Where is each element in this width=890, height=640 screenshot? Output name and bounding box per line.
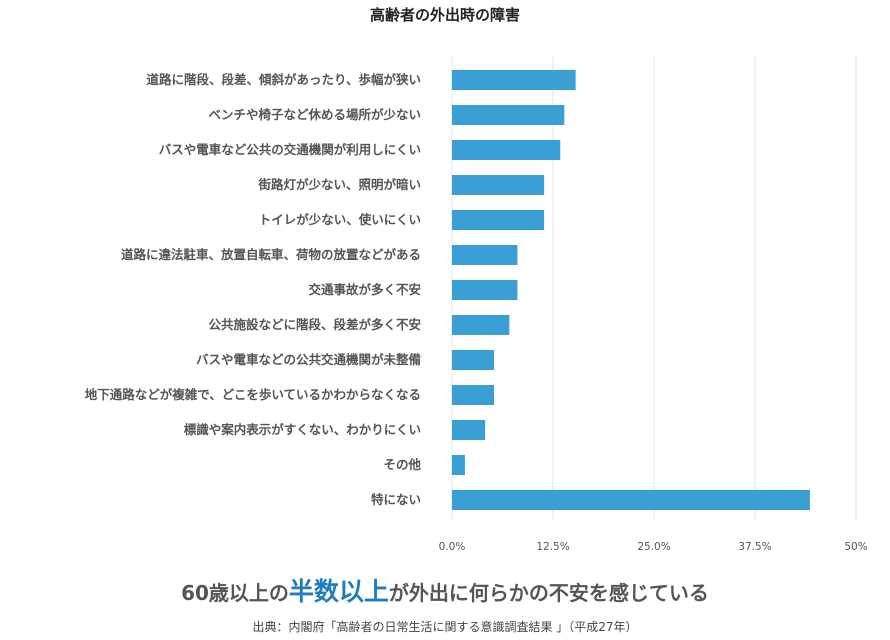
caption-highlight: 半数以上 <box>288 577 389 606</box>
bar <box>452 350 495 370</box>
x-tick-label: 50% <box>844 541 867 553</box>
x-tick-label: 0.0% <box>439 541 466 553</box>
bar <box>452 490 810 510</box>
category-label: 道路に階段、段差、傾斜があったり、歩幅が狭い <box>146 72 421 87</box>
bar <box>452 315 510 335</box>
category-label: トイレが少ない、使いにくい <box>259 212 421 227</box>
bar-chart: 高齢者の外出時の障害 道路に階段、段差、傾斜があったり、歩幅が狭いベンチや椅子な… <box>85 6 868 553</box>
bar <box>452 455 465 475</box>
caption: 60歳以上の半数以上が外出に何らかの不安を感じている <box>0 572 890 608</box>
category-label: 特にない <box>371 492 421 507</box>
category-labels: 道路に階段、段差、傾斜があったり、歩幅が狭いベンチや椅子など休める場所が少ないバ… <box>85 72 422 507</box>
chart-title: 高齢者の外出時の障害 <box>370 6 520 24</box>
bar <box>452 105 565 125</box>
category-label: バスや電車などの公共交通機関が未整備 <box>196 352 422 367</box>
caption-suffix: が外出に何らかの不安を感じている <box>388 581 709 605</box>
source-note: 出典：内閣府「高齢者の日常生活に関する意識調査結果 」（平成27年） <box>252 620 638 634</box>
x-tick-label: 37.5% <box>738 541 771 553</box>
bar <box>452 280 518 300</box>
gridlines <box>451 55 857 520</box>
category-label: 地下通路などが複雑で、どこを歩いているかわからなくなる <box>85 387 421 402</box>
category-label: ベンチや椅子など休める場所が少ない <box>208 107 421 122</box>
category-label: 標識や案内表示がすくない、わかりにくい <box>184 422 421 437</box>
category-label: 交通事故が多く不安 <box>308 282 421 297</box>
caption-prefix: 60歳以上の <box>181 581 289 605</box>
x-axis-ticks: 0.0% 12.5% 25.0% 37.5% 50% <box>439 541 868 553</box>
category-label: 道路に違法駐車、放置自転車、荷物の放置などがある <box>121 247 421 262</box>
category-label: 街路灯が少ない、照明が暗い <box>257 177 421 192</box>
x-tick-label: 25.0% <box>637 541 670 553</box>
x-tick-label: 12.5% <box>536 541 569 553</box>
category-label: その他 <box>383 457 421 472</box>
bar <box>452 70 576 90</box>
bar <box>452 245 518 265</box>
bar <box>452 385 495 405</box>
bar <box>452 420 486 440</box>
bar <box>452 210 545 230</box>
category-label: 公共施設などに階段、段差が多く不安 <box>208 317 421 332</box>
bar <box>452 175 545 195</box>
bars <box>452 70 810 510</box>
bar <box>452 140 561 160</box>
category-label: バスや電車など公共の交通機関が利用しにくい <box>159 142 421 157</box>
